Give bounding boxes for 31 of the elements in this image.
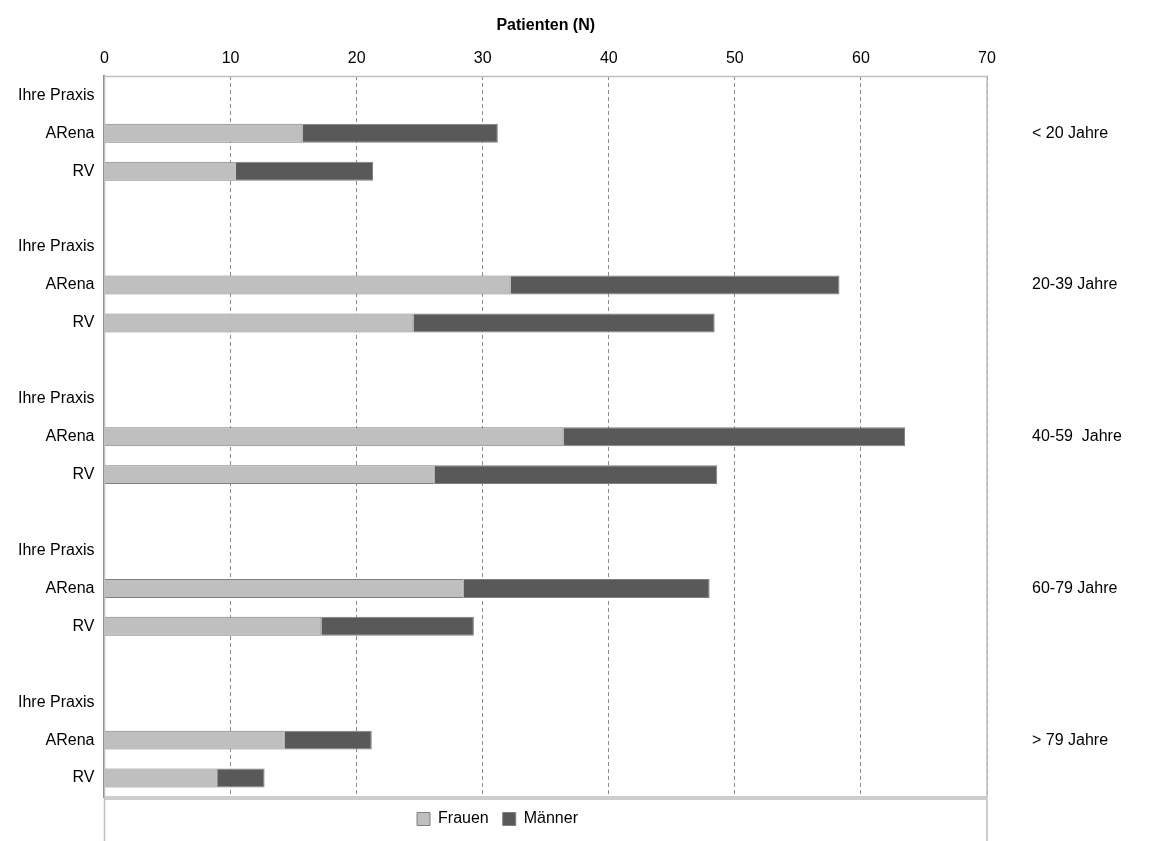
y-tick-label: RV (72, 768, 95, 786)
y-tick-label: Ihre Praxis (18, 389, 95, 407)
y-tick-label: RV (72, 161, 95, 179)
y-tick-label: Ihre Praxis (18, 85, 95, 103)
text: 60-79 Jahre (1032, 578, 1118, 596)
y-tick-label: Ihre Praxis (18, 540, 95, 558)
y-tick-label: ARena (45, 123, 95, 141)
x-axis-title: Patienten (N) (496, 16, 596, 34)
text: < 20 Jahre (1032, 123, 1109, 141)
y-tick-label: RV (72, 465, 95, 483)
x-tick-label: 0 (100, 49, 110, 67)
y-tick-label: RV (72, 313, 95, 331)
x-tick-label: 20 (347, 49, 366, 67)
text: > 79 Jahre (1032, 730, 1109, 748)
x-tick-label: 70 (978, 49, 996, 67)
x-tick-label: 60 (852, 49, 870, 67)
legend-label: Frauen (438, 809, 489, 827)
y-tick-label: RV (72, 616, 95, 634)
x-tick-label: 40 (599, 49, 618, 67)
x-tick-label: 10 (221, 49, 240, 67)
y-tick-label: ARena (45, 275, 95, 293)
y-tick-label: ARena (45, 427, 95, 445)
text: 40-59 Jahre (1032, 427, 1122, 445)
legend-label: Männer (523, 809, 579, 827)
y-tick-label: ARena (45, 578, 95, 596)
y-tick-label: Ihre Praxis (18, 237, 95, 255)
x-tick-label: 30 (473, 49, 492, 67)
x-tick-label: 50 (725, 49, 744, 67)
y-tick-label: ARena (45, 730, 95, 748)
y-tick-label: Ihre Praxis (18, 692, 95, 710)
text: 20-39 Jahre (1032, 275, 1118, 293)
